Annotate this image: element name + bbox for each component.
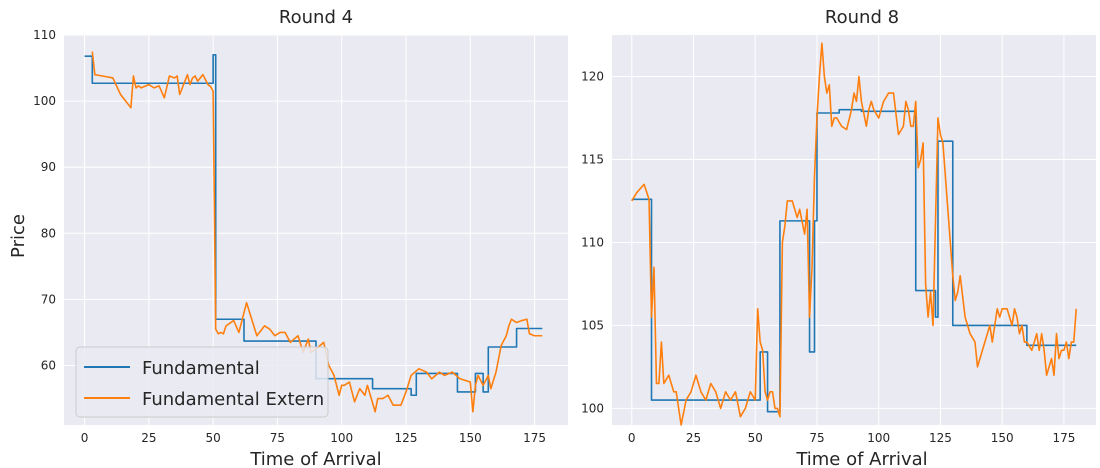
x-tick-label: 175 xyxy=(523,431,546,445)
panel-round-8: 0 25 50 75 100 125 150 175 100 105 110 115 120 Roun… xyxy=(581,7,1096,468)
y-tick-labels: 100 105 110 115 120 xyxy=(581,69,604,415)
x-tick-label: 100 xyxy=(867,431,890,445)
series-line-fundamental-extern xyxy=(631,42,1078,426)
x-tick-label: 75 xyxy=(270,431,285,445)
plot-background xyxy=(612,35,1096,425)
x-tick-label: 175 xyxy=(1052,431,1075,445)
series-line-fundamental-extern xyxy=(91,51,543,413)
gridlines xyxy=(612,35,1096,425)
chart-title: Round 8 xyxy=(825,7,899,28)
x-axis-label: Time of Arrival xyxy=(795,449,927,468)
y-tick-label: 60 xyxy=(41,359,56,373)
legend-label-fundamental-extern: Fundamental Extern xyxy=(142,389,324,410)
y-tick-label: 110 xyxy=(581,235,604,249)
y-tick-label: 70 xyxy=(41,292,56,306)
y-tick-label: 110 xyxy=(33,28,56,42)
x-tick-label: 0 xyxy=(81,431,89,445)
x-tick-label: 25 xyxy=(686,431,701,445)
y-tick-label: 80 xyxy=(41,226,56,240)
x-tick-label: 25 xyxy=(141,431,156,445)
x-tick-label: 50 xyxy=(206,431,221,445)
y-tick-label: 100 xyxy=(33,94,56,108)
y-tick-label: 120 xyxy=(581,69,604,83)
legend-label-fundamental: Fundamental xyxy=(142,358,260,379)
x-axis-label: Time of Arrival xyxy=(249,449,381,468)
series-lines xyxy=(84,51,543,413)
series-lines xyxy=(631,42,1078,426)
x-tick-labels: 0 25 50 75 100 125 150 175 xyxy=(628,431,1075,445)
x-tick-label: 75 xyxy=(809,431,824,445)
y-tick-label: 115 xyxy=(581,152,604,166)
x-tick-label: 50 xyxy=(748,431,763,445)
y-tick-labels: 60 70 80 90 100 110 xyxy=(33,28,56,373)
y-tick-label: 105 xyxy=(581,318,604,332)
x-tick-label: 0 xyxy=(628,431,636,445)
x-tick-label: 150 xyxy=(991,431,1014,445)
y-axis-label: Price xyxy=(8,214,29,258)
legend-box xyxy=(75,346,329,418)
legend: Fundamental Fundamental Extern xyxy=(75,346,329,418)
x-tick-label: 150 xyxy=(459,431,482,445)
x-tick-label: 100 xyxy=(330,431,353,445)
chart-title: Round 4 xyxy=(279,7,353,28)
x-tick-label: 125 xyxy=(395,431,418,445)
y-tick-label: 100 xyxy=(581,401,604,415)
panel-round-4: 0 25 50 75 100 125 150 175 60 70 80 90 100 110 Round… xyxy=(8,7,568,468)
x-tick-label: 125 xyxy=(929,431,952,445)
x-tick-labels: 0 25 50 75 100 125 150 175 xyxy=(81,431,546,445)
y-tick-label: 90 xyxy=(41,160,56,174)
